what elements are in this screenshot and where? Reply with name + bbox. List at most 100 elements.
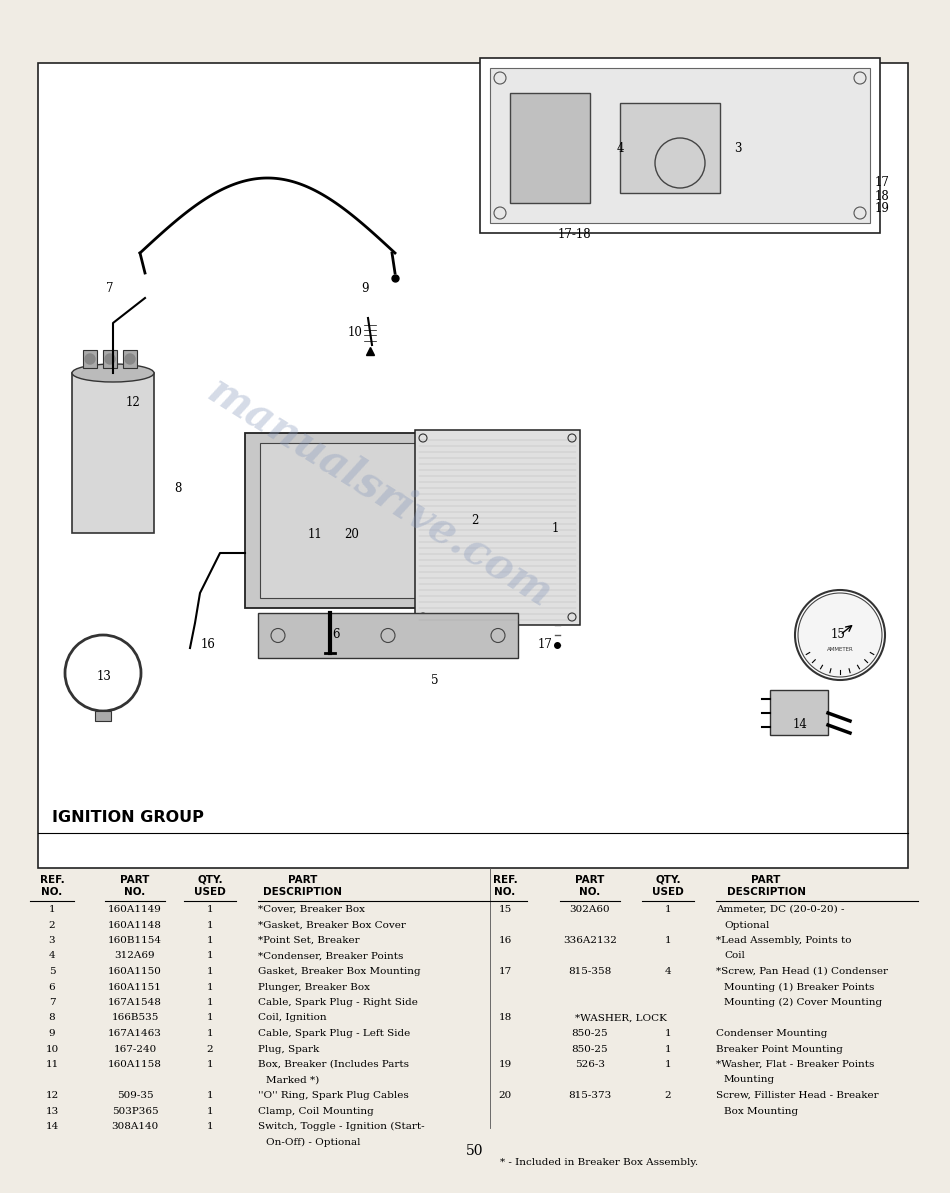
Text: 2: 2 (207, 1045, 214, 1053)
Text: Cable, Spark Plug - Left Side: Cable, Spark Plug - Left Side (258, 1030, 410, 1038)
Text: 167-240: 167-240 (113, 1045, 157, 1053)
Text: DESCRIPTION: DESCRIPTION (263, 888, 343, 897)
Text: 1: 1 (207, 1030, 214, 1038)
Text: *Point Set, Breaker: *Point Set, Breaker (258, 937, 360, 945)
Text: 13: 13 (46, 1106, 59, 1115)
Text: 4: 4 (617, 142, 624, 155)
Text: 5: 5 (48, 968, 55, 976)
Text: manualsrive.com: manualsrive.com (200, 370, 560, 617)
Bar (480, 58, 880, 233)
Text: 14: 14 (792, 718, 808, 731)
Text: On-Off) - Optional: On-Off) - Optional (266, 1137, 360, 1146)
Text: Coil: Coil (724, 952, 745, 960)
Bar (510, 93, 590, 203)
Text: 1: 1 (207, 952, 214, 960)
Text: Condenser Mounting: Condenser Mounting (716, 1030, 827, 1038)
Text: 503P365: 503P365 (112, 1106, 159, 1115)
Text: PART: PART (121, 874, 150, 885)
Text: 4: 4 (665, 968, 672, 976)
Text: 1: 1 (207, 937, 214, 945)
Text: Coil, Ignition: Coil, Ignition (258, 1014, 327, 1022)
Text: 302A60: 302A60 (570, 905, 610, 914)
Text: 160A1150: 160A1150 (108, 968, 162, 976)
Text: Screw, Fillister Head - Breaker: Screw, Fillister Head - Breaker (716, 1092, 879, 1100)
Text: 160A1151: 160A1151 (108, 983, 162, 991)
Text: QTY.: QTY. (198, 874, 223, 885)
Text: 10: 10 (46, 1045, 59, 1053)
Text: NO.: NO. (494, 888, 516, 897)
Text: 1: 1 (207, 1106, 214, 1115)
Text: 20: 20 (345, 528, 359, 542)
Text: 14: 14 (46, 1121, 59, 1131)
Text: 4: 4 (48, 952, 55, 960)
Text: *Screw, Pan Head (1) Condenser: *Screw, Pan Head (1) Condenser (716, 968, 888, 976)
Bar (95, 711, 111, 721)
Text: ''O'' Ring, Spark Plug Cables: ''O'' Ring, Spark Plug Cables (258, 1092, 408, 1100)
Text: NO.: NO. (42, 888, 63, 897)
Bar (620, 103, 720, 193)
Text: 850-25: 850-25 (572, 1030, 608, 1038)
Text: 336A2132: 336A2132 (563, 937, 617, 945)
Text: Marked *): Marked *) (266, 1076, 319, 1084)
Text: 18: 18 (875, 190, 889, 203)
Bar (38, 63, 908, 869)
Text: 7: 7 (106, 282, 114, 295)
Text: 160A1158: 160A1158 (108, 1061, 162, 1069)
Text: 50: 50 (466, 1144, 484, 1158)
Text: 312A69: 312A69 (115, 952, 155, 960)
Text: PART: PART (576, 874, 605, 885)
Text: * - Included in Breaker Box Assembly.: * - Included in Breaker Box Assembly. (500, 1158, 698, 1167)
Text: 160B1154: 160B1154 (108, 937, 162, 945)
Text: 1: 1 (48, 905, 55, 914)
Text: USED: USED (652, 888, 684, 897)
Text: 16: 16 (200, 638, 216, 651)
Text: PART: PART (288, 874, 317, 885)
Text: Switch, Toggle - Ignition (Start-: Switch, Toggle - Ignition (Start- (258, 1121, 425, 1131)
Text: Mounting: Mounting (724, 1076, 775, 1084)
Text: 1: 1 (207, 983, 214, 991)
Text: 167A1463: 167A1463 (108, 1030, 162, 1038)
Text: 6: 6 (332, 629, 340, 642)
Bar (260, 443, 440, 598)
Circle shape (125, 354, 135, 364)
Text: 12: 12 (125, 396, 141, 409)
Text: Box, Breaker (Includes Parts: Box, Breaker (Includes Parts (258, 1061, 409, 1069)
Text: 7: 7 (48, 999, 55, 1007)
Text: IGNITION GROUP: IGNITION GROUP (52, 810, 204, 826)
Text: 1: 1 (207, 921, 214, 929)
Text: 166B535: 166B535 (111, 1014, 159, 1022)
Text: *Lead Assembly, Points to: *Lead Assembly, Points to (716, 937, 851, 945)
Text: 1: 1 (207, 999, 214, 1007)
Text: 11: 11 (308, 528, 322, 542)
Text: *Condenser, Breaker Points: *Condenser, Breaker Points (258, 952, 404, 960)
Text: 8: 8 (174, 482, 181, 495)
Text: REF.: REF. (40, 874, 65, 885)
Circle shape (85, 354, 95, 364)
Text: 1: 1 (207, 1014, 214, 1022)
Text: 1: 1 (207, 1092, 214, 1100)
Text: 2: 2 (665, 1092, 672, 1100)
Text: 17-18: 17-18 (558, 229, 591, 241)
Text: 19: 19 (875, 202, 889, 215)
Text: 16: 16 (499, 937, 512, 945)
Text: USED: USED (194, 888, 226, 897)
Text: 167A1548: 167A1548 (108, 999, 162, 1007)
Text: 6: 6 (48, 983, 55, 991)
Text: 1: 1 (665, 905, 672, 914)
Bar (770, 690, 828, 735)
Text: 160A1148: 160A1148 (108, 921, 162, 929)
Circle shape (798, 593, 882, 676)
Bar (72, 373, 154, 533)
Text: 17: 17 (538, 638, 553, 651)
Ellipse shape (72, 364, 154, 382)
Text: 1: 1 (665, 1030, 672, 1038)
Text: 13: 13 (97, 669, 111, 682)
Text: 3: 3 (734, 142, 742, 155)
Bar (258, 613, 518, 659)
Text: 308A140: 308A140 (111, 1121, 159, 1131)
Text: *WASHER, LOCK: *WASHER, LOCK (575, 1014, 667, 1022)
Text: 19: 19 (499, 1061, 512, 1069)
Text: NO.: NO. (580, 888, 600, 897)
Text: 850-25: 850-25 (572, 1045, 608, 1053)
Text: 160A1149: 160A1149 (108, 905, 162, 914)
